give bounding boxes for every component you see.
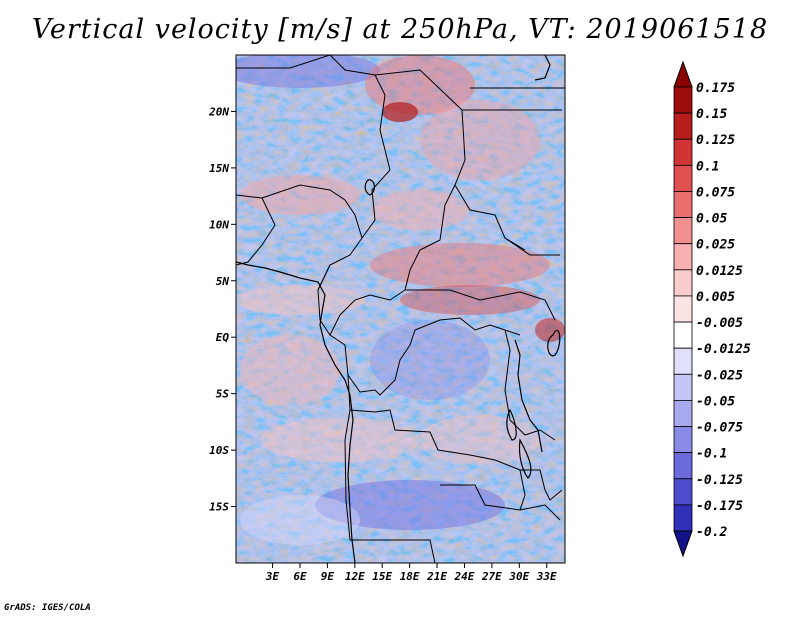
colorbar-swatch — [673, 321, 693, 349]
lat-tick-label: 10S — [209, 444, 229, 457]
colorbar-swatch — [673, 86, 693, 114]
colorbar-label: 0.05 — [696, 212, 727, 227]
colorbar-label: -0.175 — [696, 499, 743, 514]
lon-tick-label: 9E — [321, 570, 335, 583]
lon-tick-label: 15E — [372, 570, 392, 583]
grads-credit: GrADS: IGES/COLA — [4, 603, 91, 613]
colorbar-label: -0.025 — [696, 368, 743, 383]
coastlines-and-lakes — [236, 55, 561, 563]
colorbar-label: 0.075 — [696, 185, 735, 200]
lon-tick-label: 21E — [426, 570, 447, 583]
colorbar-swatch — [673, 295, 693, 323]
colorbar-label: -0.2 — [696, 525, 727, 540]
colorbar-label: 0.1 — [696, 159, 719, 174]
lat-tick-label: 10N — [209, 218, 229, 231]
lon-tick-label: 30E — [508, 570, 529, 583]
colorbar-label: -0.075 — [696, 421, 743, 436]
colorbar-label: -0.05 — [696, 394, 735, 409]
colorbar-swatch — [673, 191, 693, 218]
colorbar-label: 0.0125 — [696, 264, 743, 279]
lat-tick-label: EQ — [216, 331, 230, 344]
colorbar-swatch — [673, 478, 693, 506]
lon-tick-label: 12E — [345, 570, 365, 583]
colorbar-swatch — [673, 373, 693, 401]
colorbar-swatch — [673, 164, 693, 192]
plot-title: Vertical velocity [m/s] at 250hPa, VT: 2… — [31, 14, 769, 45]
lat-tick-label: 15N — [209, 162, 229, 175]
lon-tick-label: 33E — [536, 570, 557, 583]
colorbar-swatch — [673, 138, 693, 166]
lon-tick-label: 24E — [454, 570, 475, 583]
colorbar-label: -0.0125 — [696, 342, 751, 357]
country-borders — [236, 55, 565, 563]
lon-tick-label: 3E — [265, 570, 280, 583]
colorbar-swatch — [673, 112, 693, 140]
lon-tick-label: 18E — [400, 570, 420, 583]
colorbar-swatch — [673, 400, 693, 427]
colorbar: 0.175 0.15 0.125 0.1 0.075 0.05 0.025 0.0125 0.0… — [673, 60, 751, 558]
colorbar-label: -0.125 — [696, 473, 743, 488]
colorbar-label: -0.1 — [696, 447, 727, 462]
colorbar-label: -0.005 — [696, 316, 743, 331]
colorbar-bottom-arrow — [673, 530, 693, 558]
longitude-axis: 3E 6E 9E 12E 15E 18E 21E 24E 27E 30E 33E — [265, 563, 557, 583]
map-frame — [235, 54, 566, 564]
colorbar-swatch — [673, 217, 693, 245]
colorbar-label: 0.005 — [696, 290, 735, 305]
latitude-axis: 20N 15N 10N 5N EQ 5S 10S 15S — [208, 105, 236, 514]
lat-tick-label: 5S — [216, 388, 230, 401]
lat-tick-label: 5N — [216, 275, 230, 288]
colorbar-swatch — [673, 269, 693, 297]
lat-tick-label: 20N — [208, 105, 229, 118]
colorbar-label: 0.125 — [696, 133, 735, 148]
lat-tick-label: 15S — [209, 501, 229, 514]
colorbar-label: 0.15 — [696, 107, 727, 122]
colorbar-swatch — [673, 243, 693, 271]
lon-tick-label: 6E — [293, 570, 307, 583]
velocity-field — [236, 55, 565, 563]
colorbar-swatch — [673, 504, 693, 532]
lon-tick-label: 27E — [481, 570, 502, 583]
colorbar-swatch — [673, 452, 693, 480]
colorbar-swatch — [673, 347, 693, 375]
colorbar-top-arrow — [673, 60, 693, 88]
colorbar-swatch — [673, 426, 693, 454]
colorbar-label: 0.025 — [696, 238, 735, 253]
colorbar-label: 0.175 — [696, 81, 735, 96]
